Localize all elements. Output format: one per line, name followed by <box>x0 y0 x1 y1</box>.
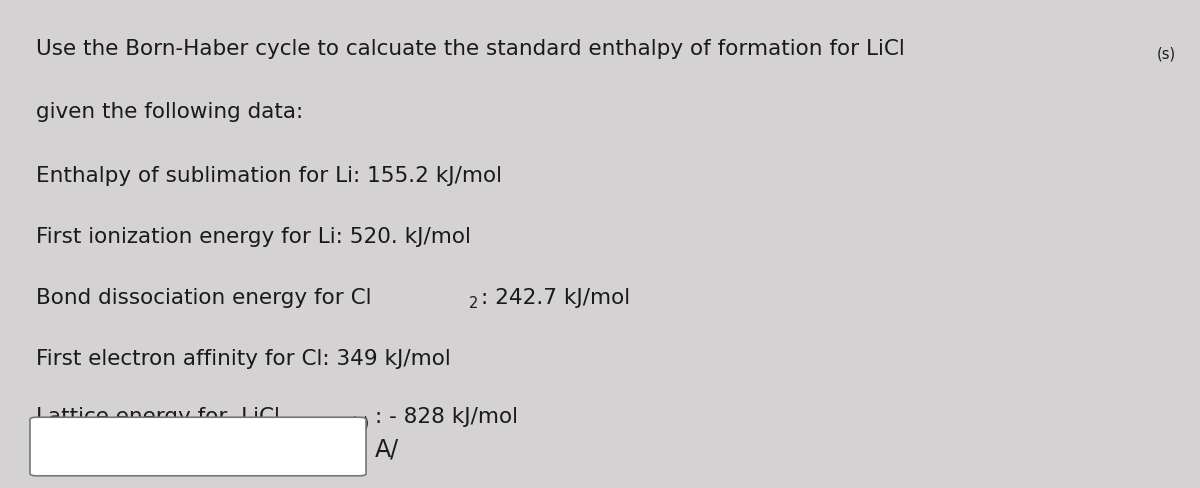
Text: : - 828 kJ/mol: : - 828 kJ/mol <box>376 407 518 427</box>
Text: A/: A/ <box>374 437 398 461</box>
Text: 2: 2 <box>469 296 479 311</box>
Text: given the following data:: given the following data: <box>36 102 304 122</box>
Text: Use the Born-Haber cycle to calcuate the standard enthalpy of formation for LiCl: Use the Born-Haber cycle to calcuate the… <box>36 39 905 59</box>
Text: First electron affinity for Cl: 349 kJ/mol: First electron affinity for Cl: 349 kJ/m… <box>36 349 451 369</box>
Text: (s): (s) <box>1157 47 1176 62</box>
FancyBboxPatch shape <box>30 417 366 476</box>
Text: (s): (s) <box>350 415 370 430</box>
Text: Lattice energy for  LiCl: Lattice energy for LiCl <box>36 407 280 427</box>
Text: : 242.7 kJ/mol: : 242.7 kJ/mol <box>481 288 630 308</box>
Text: First ionization energy for Li: 520. kJ/mol: First ionization energy for Li: 520. kJ/… <box>36 227 470 247</box>
Text: Enthalpy of sublimation for Li: 155.2 kJ/mol: Enthalpy of sublimation for Li: 155.2 kJ… <box>36 166 502 186</box>
Text: Bond dissociation energy for Cl: Bond dissociation energy for Cl <box>36 288 372 308</box>
